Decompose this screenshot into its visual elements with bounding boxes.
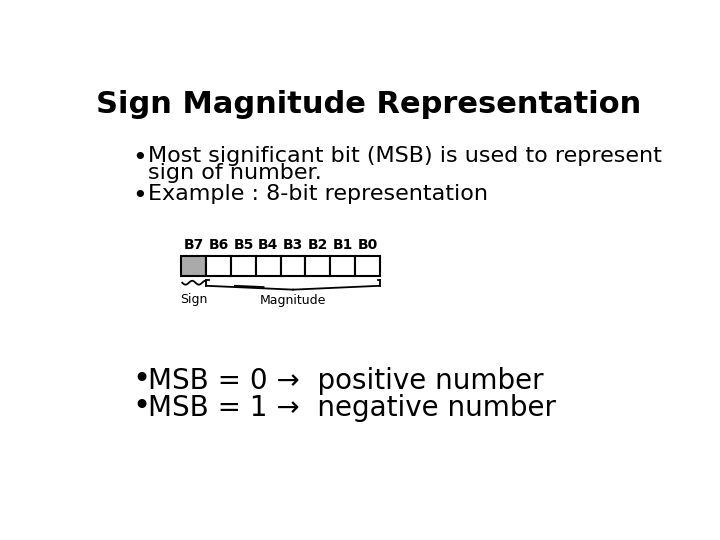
Text: MSB = 0 →  positive number: MSB = 0 → positive number	[148, 367, 544, 395]
Text: •: •	[132, 146, 148, 170]
Text: •: •	[132, 392, 150, 421]
Text: B3: B3	[283, 238, 303, 252]
Text: Sign Magnitude Representation: Sign Magnitude Representation	[96, 90, 642, 119]
Bar	[206, 256, 231, 276]
Bar	[281, 256, 305, 276]
Text: B1: B1	[333, 238, 353, 252]
Bar	[181, 256, 206, 276]
Bar	[330, 256, 355, 276]
Text: B4: B4	[258, 238, 279, 252]
Text: MSB = 1 →  negative number: MSB = 1 → negative number	[148, 394, 556, 422]
Text: B0: B0	[357, 238, 377, 252]
Text: Most significant bit (MSB) is used to represent: Most significant bit (MSB) is used to re…	[148, 146, 662, 166]
Text: Sign: Sign	[180, 293, 207, 306]
Bar	[355, 256, 380, 276]
Text: sign of number.: sign of number.	[148, 164, 322, 184]
Bar	[231, 256, 256, 276]
Text: B6: B6	[209, 238, 229, 252]
Text: Example : 8-bit representation: Example : 8-bit representation	[148, 184, 488, 204]
Text: B2: B2	[307, 238, 328, 252]
Text: •: •	[132, 365, 150, 394]
Text: •: •	[132, 184, 148, 208]
Bar	[305, 256, 330, 276]
Bar	[256, 256, 281, 276]
Text: Magnitude: Magnitude	[260, 294, 326, 307]
Text: B5: B5	[233, 238, 253, 252]
Text: B7: B7	[184, 238, 204, 252]
